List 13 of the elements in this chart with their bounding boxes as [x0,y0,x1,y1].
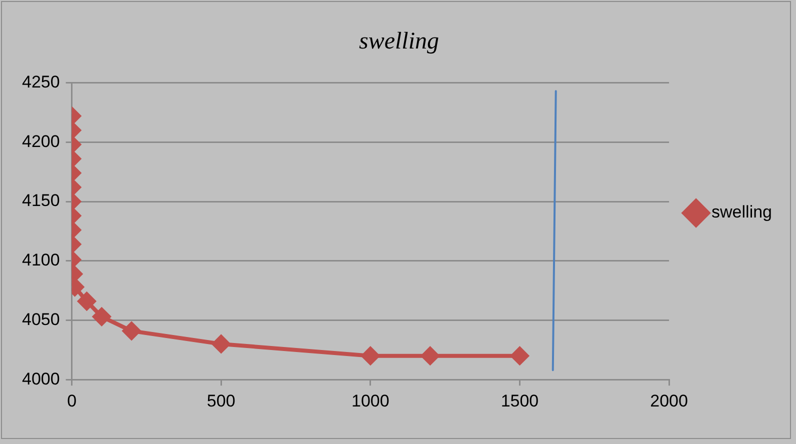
y-tick-label: 4150 [22,191,60,210]
x-tick-label: 2000 [650,391,688,410]
y-tick-label: 4000 [22,369,60,388]
y-tick-label: 4250 [22,72,60,92]
y-tick-label: 4100 [22,250,60,270]
legend-label: swelling [712,202,772,222]
chart-title: swelling [358,28,440,55]
x-tick-label: 0 [67,391,77,410]
y-tick-label: 4050 [22,310,60,329]
x-tick-label: 1000 [352,391,390,410]
x-tick-label: 500 [206,391,236,410]
y-tick-label: 4200 [22,132,60,151]
x-tick-label: 1500 [500,391,539,410]
